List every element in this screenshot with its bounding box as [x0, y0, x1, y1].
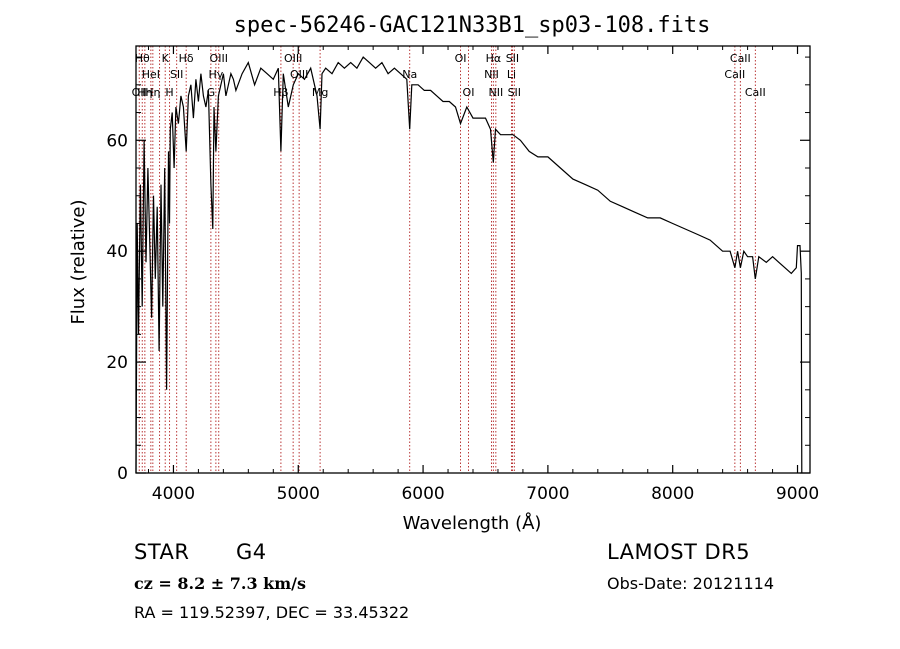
spectral-line-label: HeI	[142, 68, 160, 81]
x-tick-label: 4000	[152, 484, 195, 504]
spectral-line-label: OI	[455, 52, 467, 65]
y-tick-label: 60	[106, 131, 128, 151]
spectral-line-markers	[138, 46, 756, 473]
y-tick-label: 20	[106, 353, 128, 373]
y-tick-label: 40	[106, 242, 128, 262]
observation-date: Obs-Date: 20121114	[607, 574, 775, 593]
object-class: STAR	[134, 540, 190, 564]
spectral-line-label: Hη	[145, 86, 160, 99]
spectral-line-label: CaII	[745, 86, 766, 99]
spectral-line-label: Hη	[137, 86, 152, 99]
spectral-line-label: Hα	[486, 52, 502, 65]
spectral-line-label: Hθ	[135, 52, 150, 65]
spectral-line-label: OI	[463, 86, 475, 99]
object-subclass: G4	[236, 540, 267, 564]
spectral-line-label: SII	[170, 68, 183, 81]
chart-title: spec-56246-GAC121N33B1_sp03-108.fits	[234, 13, 711, 38]
spectral-line-label: OIII	[284, 52, 302, 65]
coordinates: RA = 119.52397, DEC = 33.45322	[134, 603, 410, 622]
spectral-line-label: Hγ	[208, 68, 223, 81]
spectral-line-label: Hβ	[273, 86, 288, 99]
y-axis-label: Flux (relative)	[68, 199, 89, 324]
spectral-line-label: G	[207, 86, 216, 99]
x-axis: 4000 5000 6000 7000 8000 9000	[147, 46, 819, 504]
x-tick-label: 8000	[651, 484, 694, 504]
spectral-line-label: Hδ	[179, 52, 194, 65]
spectral-line-label: K	[162, 52, 170, 65]
survey-name: LAMOST DR5	[607, 540, 751, 564]
spectrum-series-line	[135, 56, 803, 474]
spectral-line-label: OIII	[210, 52, 228, 65]
spectral-line-label: Li	[507, 68, 516, 81]
spectral-line-label: Na	[402, 68, 417, 81]
x-tick-label: 6000	[401, 484, 444, 504]
x-tick-label: 9000	[776, 484, 819, 504]
spectral-line-label: H	[165, 86, 173, 99]
spectral-line-label: CaII	[724, 68, 745, 81]
y-axis: 0 20 40 60	[106, 56, 810, 484]
plot-frame	[135, 45, 811, 474]
x-tick-label: 7000	[526, 484, 569, 504]
spectral-line-label: SII	[506, 52, 519, 65]
redshift-velocity: cz = 8.2 ± 7.3 km/s	[134, 574, 307, 593]
x-tick-label: 5000	[277, 484, 320, 504]
spectral-line-label: CaII	[730, 52, 751, 65]
y-tick-label: 0	[117, 464, 128, 484]
spectral-line-label: NII	[484, 68, 499, 81]
spectral-line-label: Mg	[312, 86, 328, 99]
spectral-line-label: SII	[508, 86, 521, 99]
x-axis-label: Wavelength (Å)	[403, 512, 542, 534]
spectral-line-label: NII	[488, 86, 503, 99]
